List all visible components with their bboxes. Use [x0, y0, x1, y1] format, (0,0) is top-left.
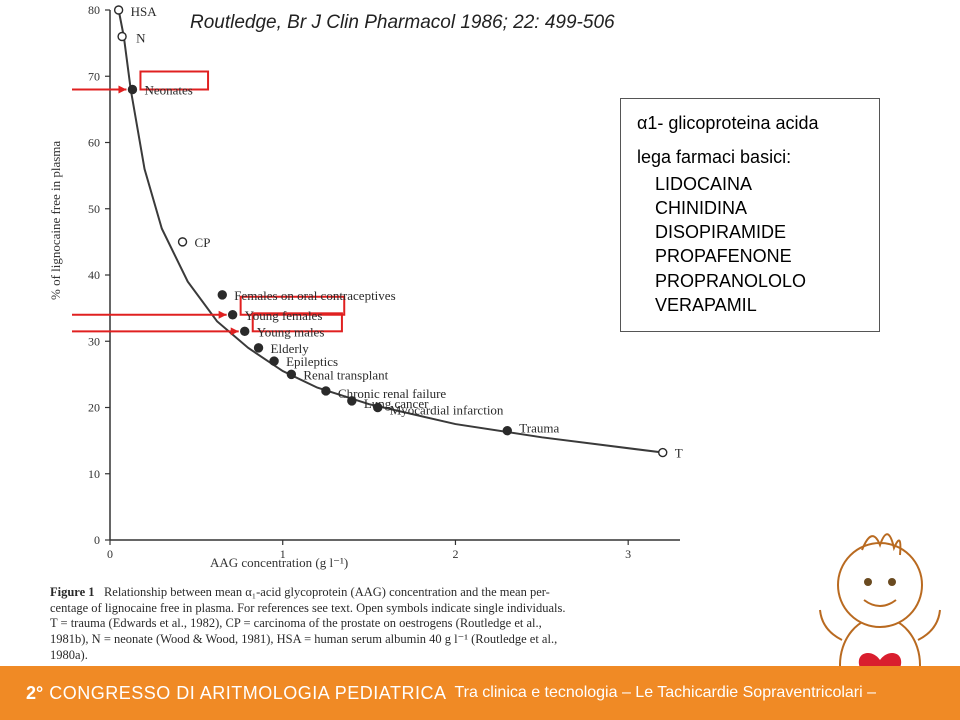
svg-text:Myocardial infarction: Myocardial infarction [390, 403, 504, 418]
figure-label: Figure 1 [50, 585, 95, 599]
svg-text:Neonates: Neonates [144, 83, 192, 98]
page: Routledge, Br J Clin Pharmacol 1986; 22:… [0, 0, 960, 720]
caption-line-4: 1981b), N = neonate (Wood & Wood, 1981),… [50, 632, 557, 646]
svg-text:20: 20 [88, 401, 100, 415]
svg-text:Females on oral contraceptives: Females on oral contraceptives [234, 288, 395, 303]
caption-line-2: centage of lignocaine free in plasma. Fo… [50, 601, 565, 615]
drug-item: VERAPAMIL [637, 293, 863, 317]
svg-text:40: 40 [88, 268, 100, 282]
info-box: α1- glicoproteina acida lega farmaci bas… [620, 98, 880, 332]
svg-text:10: 10 [88, 467, 100, 481]
svg-text:Young males: Young males [257, 324, 325, 339]
figure-caption: Figure 1 Relationship between mean α₁-ac… [50, 585, 830, 663]
drug-item: DISOPIRAMIDE [637, 220, 863, 244]
drug-item: PROPRANOLOLO [637, 269, 863, 293]
info-box-title: α1- glicoproteina acida [637, 111, 863, 135]
caption-line-3: T = trauma (Edwards et al., 1982), CP = … [50, 616, 542, 630]
svg-text:Trauma: Trauma [519, 421, 559, 436]
banner-edition: 2° [26, 683, 43, 704]
svg-text:N: N [136, 31, 146, 46]
svg-text:Renal transplant: Renal transplant [303, 367, 388, 382]
banner-subtitle: Tra clinica e tecnologia – Le Tachicardi… [454, 684, 876, 702]
caption-line-1: Relationship between mean α₁-acid glycop… [104, 585, 550, 599]
drug-item: PROPAFENONE [637, 244, 863, 268]
drug-list: LIDOCAINACHINIDINADISOPIRAMIDEPROPAFENON… [637, 172, 863, 318]
caption-line-5: 1980a). [50, 648, 88, 662]
y-axis-label: % of lignocaine free in plasma [48, 141, 64, 300]
svg-text:2: 2 [452, 547, 458, 560]
svg-text:30: 30 [88, 334, 100, 348]
banner-main-title: CONGRESSO DI ARITMOLOGIA PEDIATRICA [49, 683, 446, 704]
svg-text:0: 0 [94, 533, 100, 547]
svg-text:0: 0 [107, 547, 113, 560]
svg-text:50: 50 [88, 202, 100, 216]
svg-text:70: 70 [88, 69, 100, 83]
svg-text:HSA: HSA [131, 4, 158, 19]
svg-text:Young females: Young females [245, 308, 323, 323]
svg-text:3: 3 [625, 547, 631, 560]
drug-item: CHINIDINA [637, 196, 863, 220]
x-axis-label: AAG concentration (g l⁻¹) [210, 555, 348, 571]
info-box-subtitle: lega farmaci basici: [637, 145, 863, 169]
svg-text:60: 60 [88, 136, 100, 150]
svg-text:80: 80 [88, 3, 100, 17]
svg-text:CP: CP [195, 235, 211, 250]
drug-item: LIDOCAINA [637, 172, 863, 196]
footer-banner: 2° CONGRESSO DI ARITMOLOGIA PEDIATRICA T… [0, 666, 960, 720]
svg-text:T: T [675, 446, 683, 461]
